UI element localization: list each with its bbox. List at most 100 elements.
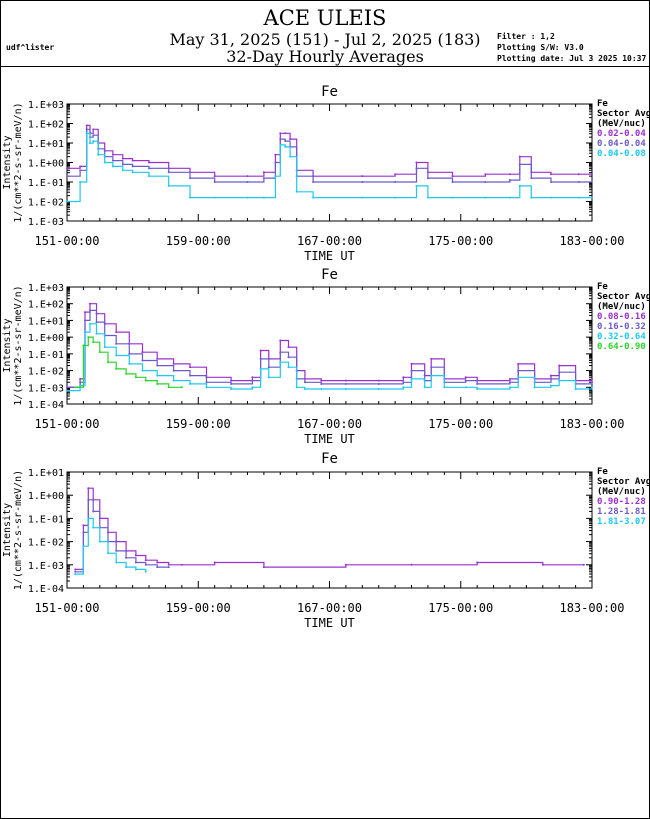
series-1.81-3.07-point <box>87 517 90 520</box>
series-0.04-0.08-point <box>92 140 95 143</box>
series-0.64-0.90-point <box>92 341 95 344</box>
series-0.16-0.32-point <box>464 379 467 382</box>
series-1.28-1.81-point <box>87 498 90 501</box>
date-range-subtitle: May 31, 2025 (151) - Jul 2, 2025 (183) <box>169 30 481 49</box>
filter-label: Filter : 1,2 <box>497 32 555 41</box>
page-title: ACE ULEIS <box>263 6 387 30</box>
series-0.16-0.32-point <box>591 381 593 384</box>
series-0.04-0.04-point <box>66 175 68 178</box>
series-0.32-0.64-point <box>430 374 433 377</box>
series-0.64-0.90-trace <box>75 336 182 388</box>
legend-entry: 0.08-0.16 <box>597 312 646 322</box>
series-0.02-0.04-point <box>121 157 124 160</box>
series-0.02-0.04-point <box>451 175 454 178</box>
series-0.32-0.64-point <box>344 387 347 390</box>
series-0.04-0.08-point <box>103 161 106 164</box>
x-tick-label: 175-00:00 <box>428 417 493 431</box>
legend-title: (MeV/nuc) <box>597 119 646 129</box>
series-0.04-0.08-point <box>79 181 82 183</box>
series-0.02-0.04-point <box>289 138 292 141</box>
series-0.04-0.08-point <box>577 196 580 199</box>
series-0.16-0.32-point <box>66 386 68 389</box>
series-0.90-1.28-point <box>87 487 90 490</box>
series-0.32-0.64-point <box>508 386 511 389</box>
series-0.08-0.16-point <box>549 374 552 377</box>
y-tick-label: 1.E-02 <box>28 538 64 549</box>
y-tick-label: 1.E+00 <box>28 491 64 502</box>
x-tick-label: 151-00:00 <box>34 417 99 431</box>
series-0.02-0.04-point <box>85 124 88 127</box>
series-0.32-0.64-point <box>295 386 298 389</box>
series-1.28-1.81-point <box>156 566 159 569</box>
series-0.16-0.32-point <box>267 366 270 369</box>
y-tick-label: 1.E+03 <box>28 283 64 294</box>
series-0.32-0.64-point <box>172 379 175 382</box>
series-0.32-0.64-point <box>95 332 98 335</box>
series-0.90-1.28-point <box>410 563 413 566</box>
series-0.16-0.32-point <box>230 382 233 385</box>
series-0.08-0.16-point <box>84 311 87 314</box>
series-0.04-0.04-trace <box>67 128 593 183</box>
series-0.64-0.90-point <box>87 336 90 339</box>
series-0.32-0.64-point <box>267 376 270 379</box>
header-divider <box>0 66 650 67</box>
series-0.04-0.04-point <box>213 181 216 183</box>
series-0.04-0.08-point <box>415 184 418 187</box>
series-0.32-0.64-point <box>103 346 106 349</box>
series-0.16-0.32-point <box>476 382 479 385</box>
series-0.02-0.04-point <box>111 153 114 156</box>
series-0.04-0.04-point <box>394 181 397 183</box>
series-0.32-0.64-trace <box>67 323 593 392</box>
series-0.08-0.16-trace <box>67 303 593 388</box>
series-0.32-0.64-point <box>259 367 262 370</box>
series-0.04-0.08-point <box>85 132 88 135</box>
series-0.08-0.16-point <box>464 376 467 379</box>
series-0.04-0.04-point <box>131 165 134 168</box>
series-0.32-0.64-point <box>88 322 91 325</box>
series-0.64-0.90-point <box>125 372 128 375</box>
series-0.32-0.64-point <box>320 387 323 390</box>
series-0.04-0.04-point <box>426 177 429 180</box>
y-tick-label: 1.E-02 <box>28 367 64 378</box>
series-0.08-0.16-point <box>172 362 175 365</box>
series-0.90-1.28-point <box>82 524 85 527</box>
series-0.08-0.16-point <box>251 376 254 379</box>
series-0.04-0.08-point <box>394 196 397 199</box>
software-label: Plotting S/W: V3.0 <box>497 43 584 52</box>
series-0.90-1.28-point <box>262 566 265 569</box>
x-tick-label: 167-00:00 <box>297 601 362 615</box>
series-1.81-3.07-point <box>144 570 147 573</box>
legend-entry: 1.81-3.07 <box>597 517 646 527</box>
series-0.04-0.04-point <box>484 181 487 183</box>
series-0.02-0.04-point <box>274 153 277 156</box>
series-0.04-0.08-point <box>88 142 91 144</box>
series-0.90-1.28-point <box>156 561 159 564</box>
series-0.90-1.28-point <box>134 554 137 557</box>
series-0.90-1.28-point <box>213 561 216 564</box>
series-0.02-0.04-point <box>66 167 68 170</box>
series-0.32-0.64-point <box>128 362 131 365</box>
x-tick-label: 183-00:00 <box>559 417 624 431</box>
series-0.08-0.16-point <box>156 357 159 360</box>
series-1.81-3.07-point <box>74 573 77 576</box>
y-tick-label: 1.E+02 <box>28 120 64 131</box>
series-0.04-0.08-point <box>591 196 593 199</box>
series-0.64-0.90-point <box>98 351 101 354</box>
series-0.04-0.04-point <box>508 179 511 182</box>
series-0.04-0.08-point <box>97 153 100 156</box>
series-0.08-0.16-point <box>141 351 144 354</box>
series-0.64-0.90-point <box>107 361 110 364</box>
series-0.04-0.08-point <box>295 190 298 193</box>
series-0.90-1.28-point <box>344 563 347 566</box>
series-0.32-0.64-point <box>115 354 118 357</box>
series-0.16-0.32-point <box>88 309 91 312</box>
x-tick-label: 159-00:00 <box>166 234 231 248</box>
series-0.04-0.08-point <box>274 175 277 178</box>
series-0.02-0.04-point <box>591 173 593 176</box>
series-0.02-0.04-point <box>262 171 265 174</box>
legend-entry: 0.64-0.90 <box>597 342 646 352</box>
series-0.04-0.04-point <box>530 177 533 180</box>
series-0.32-0.64-point <box>410 377 413 380</box>
series-0.32-0.64-point <box>591 386 593 389</box>
y-axis-label: 1/(cm**2-s-sr-meV/n) <box>13 102 24 222</box>
